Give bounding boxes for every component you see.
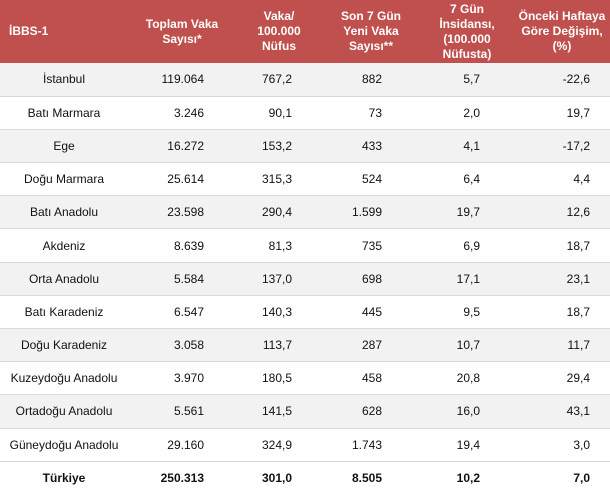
total-cases: 6.547 [128, 295, 236, 330]
region-name: Güneydoğu Anadolu [0, 428, 128, 462]
table-row: Orta Anadolu 5.584 137,0 698 17,1 23,1 [0, 262, 610, 296]
region-name: İstanbul [0, 63, 128, 97]
weekly-change: 29,4 [514, 361, 610, 396]
region-name: Batı Anadolu [0, 195, 128, 230]
weekly-change: 12,6 [514, 195, 610, 230]
new-cases-7d: 698 [322, 262, 420, 296]
new-cases-7d: 628 [322, 394, 420, 429]
region-name: Kuzeydoğu Anadolu [0, 361, 128, 396]
header-weekly-change: Önceki Haftaya Göre Değişim, (%) [514, 0, 610, 63]
weekly-change: 19,7 [514, 96, 610, 130]
weekly-change: 3,0 [514, 428, 610, 462]
region-name: Akdeniz [0, 228, 128, 263]
total-label: Türkiye [0, 461, 128, 495]
total-cases: 3.058 [128, 328, 236, 363]
cases-per-100k: 153,2 [236, 129, 322, 164]
total-cases: 16.272 [128, 129, 236, 164]
table-row: Ege 16.272 153,2 433 4,1 -17,2 [0, 129, 610, 164]
weekly-change: 11,7 [514, 328, 610, 363]
cases-per-100k: 767,2 [236, 63, 322, 97]
cases-per-100k: 141,5 [236, 394, 322, 429]
incidence-7d: 16,0 [420, 394, 514, 429]
cases-per-100k: 81,3 [236, 228, 322, 263]
region-name: Doğu Karadeniz [0, 328, 128, 363]
incidence-7d: 10,2 [420, 461, 514, 495]
cases-per-100k: 324,9 [236, 428, 322, 462]
weekly-change: 23,1 [514, 262, 610, 296]
new-cases-7d: 458 [322, 361, 420, 396]
table-row: Akdeniz 8.639 81,3 735 6,9 18,7 [0, 228, 610, 263]
total-cases: 8.639 [128, 228, 236, 263]
region-name: Batı Karadeniz [0, 295, 128, 330]
weekly-change: 18,7 [514, 295, 610, 330]
region-name: Doğu Marmara [0, 162, 128, 197]
total-cases: 250.313 [128, 461, 236, 495]
incidence-7d: 10,7 [420, 328, 514, 363]
region-name: Ege [0, 129, 128, 164]
cases-per-100k: 315,3 [236, 162, 322, 197]
total-row: Türkiye 250.313 301,0 8.505 10,2 7,0 [0, 461, 610, 495]
region-name: Orta Anadolu [0, 262, 128, 296]
cases-per-100k: 90,1 [236, 96, 322, 130]
new-cases-7d: 445 [322, 295, 420, 330]
new-cases-7d: 1.743 [322, 428, 420, 462]
header-total-cases: Toplam Vaka Sayısı* [128, 0, 236, 63]
new-cases-7d: 882 [322, 63, 420, 97]
incidence-7d: 19,7 [420, 195, 514, 230]
new-cases-7d: 8.505 [322, 461, 420, 495]
total-cases: 29.160 [128, 428, 236, 462]
total-cases: 3.970 [128, 361, 236, 396]
incidence-7d: 6,4 [420, 162, 514, 197]
weekly-change: -22,6 [514, 63, 610, 97]
cases-per-100k: 137,0 [236, 262, 322, 296]
table-row: Doğu Karadeniz 3.058 113,7 287 10,7 11,7 [0, 328, 610, 363]
total-cases: 5.584 [128, 262, 236, 296]
cases-per-100k: 290,4 [236, 195, 322, 230]
table-row: Doğu Marmara 25.614 315,3 524 6,4 4,4 [0, 162, 610, 197]
header-new-cases-7d: Son 7 Gün Yeni Vaka Sayısı** [322, 0, 420, 63]
table-row: Batı Anadolu 23.598 290,4 1.599 19,7 12,… [0, 195, 610, 230]
incidence-7d: 9,5 [420, 295, 514, 330]
cases-per-100k: 301,0 [236, 461, 322, 495]
incidence-7d: 6,9 [420, 228, 514, 263]
new-cases-7d: 287 [322, 328, 420, 363]
incidence-7d: 17,1 [420, 262, 514, 296]
weekly-change: 4,4 [514, 162, 610, 197]
weekly-change: 7,0 [514, 461, 610, 495]
incidence-7d: 5,7 [420, 63, 514, 97]
total-cases: 3.246 [128, 96, 236, 130]
weekly-change: 18,7 [514, 228, 610, 263]
cases-per-100k: 180,5 [236, 361, 322, 396]
table-row: Batı Karadeniz 6.547 140,3 445 9,5 18,7 [0, 295, 610, 330]
total-cases: 23.598 [128, 195, 236, 230]
region-name: Ortadoğu Anadolu [0, 394, 128, 429]
header-region: İBBS-1 [0, 0, 128, 63]
incidence-7d: 19,4 [420, 428, 514, 462]
table-row: Batı Marmara 3.246 90,1 73 2,0 19,7 [0, 96, 610, 130]
new-cases-7d: 1.599 [322, 195, 420, 230]
new-cases-7d: 524 [322, 162, 420, 197]
table-row: Güneydoğu Anadolu 29.160 324,9 1.743 19,… [0, 428, 610, 462]
weekly-change: 43,1 [514, 394, 610, 429]
new-cases-7d: 735 [322, 228, 420, 263]
cases-per-100k: 140,3 [236, 295, 322, 330]
total-cases: 119.064 [128, 63, 236, 97]
new-cases-7d: 433 [322, 129, 420, 164]
table-row: İstanbul 119.064 767,2 882 5,7 -22,6 [0, 63, 610, 97]
weekly-change: -17,2 [514, 129, 610, 164]
header-incidence-7d: 7 Gün İnsidansı, (100.000 Nüfusta) [420, 0, 514, 63]
incidence-7d: 20,8 [420, 361, 514, 396]
incidence-7d: 2,0 [420, 96, 514, 130]
new-cases-7d: 73 [322, 96, 420, 130]
table-row: Ortadoğu Anadolu 5.561 141,5 628 16,0 43… [0, 394, 610, 429]
header-row: İBBS-1 Toplam Vaka Sayısı* Vaka/ 100.000… [0, 0, 610, 63]
header-cases-per-100k: Vaka/ 100.000 Nüfus [236, 0, 322, 63]
total-cases: 25.614 [128, 162, 236, 197]
total-cases: 5.561 [128, 394, 236, 429]
region-name: Batı Marmara [0, 96, 128, 130]
cases-per-100k: 113,7 [236, 328, 322, 363]
table-row: Kuzeydoğu Anadolu 3.970 180,5 458 20,8 2… [0, 361, 610, 396]
incidence-7d: 4,1 [420, 129, 514, 164]
